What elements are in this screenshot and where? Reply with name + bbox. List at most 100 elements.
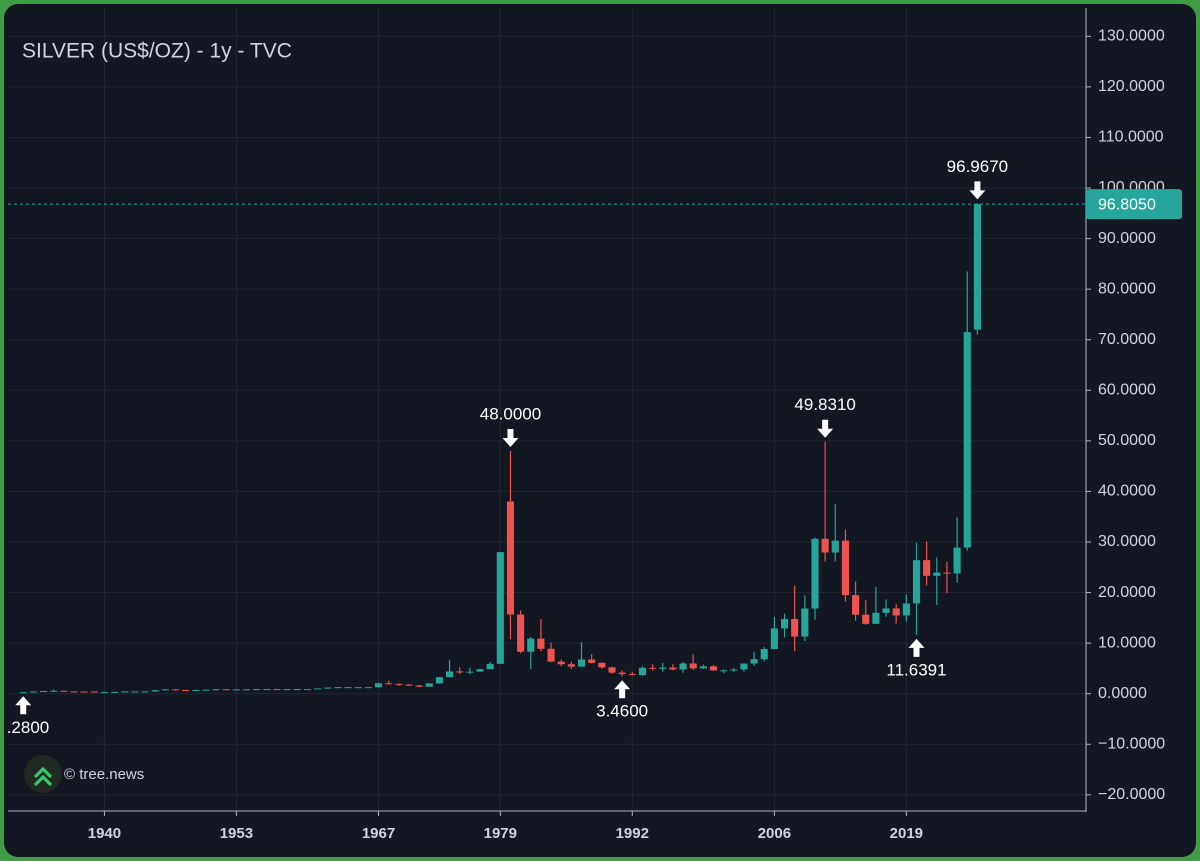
y-tick-label: 110.0000 (1098, 129, 1164, 146)
y-tick-label: 120.0000 (1098, 78, 1165, 95)
x-tick-label: 2019 (890, 825, 923, 842)
candle-body (831, 540, 839, 553)
candle-body (151, 690, 159, 692)
x-tick-label: 1967 (362, 825, 395, 842)
candle-body (679, 663, 687, 670)
candle-body (314, 688, 322, 690)
candle-body (882, 608, 890, 613)
candle-body (852, 595, 860, 615)
logo-mark (33, 766, 53, 787)
y-tick-label: 10.0000 (1098, 634, 1156, 651)
y-tick-label: 40.0000 (1098, 483, 1156, 500)
x-tick-label: 1953 (220, 825, 253, 842)
candle-body (324, 687, 332, 689)
candle-body (557, 661, 565, 665)
candle-body (131, 691, 139, 693)
annotation-label: 96.9670 (947, 157, 1008, 176)
candle-body (364, 687, 372, 689)
candle-body (111, 691, 119, 693)
candle-body (496, 552, 504, 664)
watermark: © tree.news (24, 755, 144, 793)
chart-panel (4, 4, 1196, 857)
candle-body (121, 691, 129, 693)
axes: −20.0000 −10.0000 0.0000 10.0000 20.0000 30.0… (88, 28, 1182, 842)
candle-body (182, 689, 190, 691)
candle-body (161, 689, 169, 691)
candle-body (811, 538, 819, 609)
annotation-label: 49.8310 (794, 395, 855, 414)
y-tick-label: 60.0000 (1098, 382, 1156, 399)
logo (24, 755, 62, 793)
candle-body (923, 560, 931, 576)
candle-body (892, 608, 900, 616)
annotation-label: 3.4600 (596, 702, 648, 721)
x-tick-label: 1979 (484, 825, 517, 842)
candle-body (740, 663, 748, 670)
candle-body (171, 689, 180, 691)
candle-body (973, 204, 981, 330)
candle-body (283, 689, 291, 691)
candle-body (253, 689, 261, 691)
arrow (817, 419, 834, 438)
grid (8, 8, 1085, 810)
y-tick-label: 0.0000 (1098, 685, 1147, 702)
candle-body (273, 689, 281, 691)
candle-body (608, 667, 616, 673)
candle-body (100, 691, 108, 693)
candle-body (446, 671, 454, 678)
candle-body (415, 685, 423, 687)
candle-body (902, 603, 910, 616)
candle-body (567, 664, 575, 667)
candle-body (344, 687, 352, 689)
candle-body (547, 648, 555, 662)
candle-body (141, 691, 149, 693)
arrow (15, 696, 32, 715)
y-tick-label: 90.0000 (1098, 230, 1156, 247)
candle-body (293, 689, 301, 691)
candle-body (537, 638, 545, 649)
candle-body (780, 619, 789, 629)
y-tick-label: 70.0000 (1098, 331, 1156, 348)
candle-body (963, 332, 971, 548)
candle-body (628, 674, 636, 676)
candle-body (598, 662, 606, 668)
candle-body (232, 689, 240, 691)
candle-body (476, 669, 484, 672)
candle-body (242, 689, 251, 691)
candle-body (720, 670, 728, 672)
plot-area: 0.2800 48.0000 3.4600 49.8310 11.6391 96.9670 (0, 157, 1085, 737)
annotation-label: 48.0000 (480, 404, 541, 423)
candle-body (374, 683, 383, 688)
candle-body (689, 663, 697, 669)
candle-body (354, 687, 362, 689)
candle-body (395, 683, 403, 685)
candle-body (659, 667, 667, 669)
candle-body (456, 671, 464, 673)
candle-body (80, 691, 88, 693)
candle-body (821, 538, 829, 553)
candle-body (222, 689, 230, 691)
candle-body (303, 689, 312, 691)
price-badge (1086, 189, 1182, 220)
candle-body (425, 683, 433, 687)
candle-body (618, 672, 626, 675)
x-tick-label: 1940 (88, 825, 121, 842)
candle-body (90, 691, 98, 693)
candle-body (750, 659, 758, 664)
candle-body (263, 689, 271, 691)
candle-body (60, 690, 68, 692)
candle-body (50, 690, 58, 692)
watermark-text: © tree.news (64, 766, 144, 783)
candle-body (517, 614, 525, 652)
y-tick-label: 50.0000 (1098, 432, 1156, 449)
y-tick-label: −10.0000 (1098, 735, 1165, 752)
candle-body (709, 666, 718, 671)
candle-body (29, 691, 37, 693)
annotation-label: 11.6391 (886, 660, 946, 679)
candle-body (435, 677, 443, 684)
annotation-label: 0.2800 (0, 718, 49, 737)
candle-body (943, 572, 951, 574)
candle-body (669, 667, 677, 670)
y-tick-label: 80.0000 (1098, 280, 1156, 297)
arrow (502, 428, 519, 447)
